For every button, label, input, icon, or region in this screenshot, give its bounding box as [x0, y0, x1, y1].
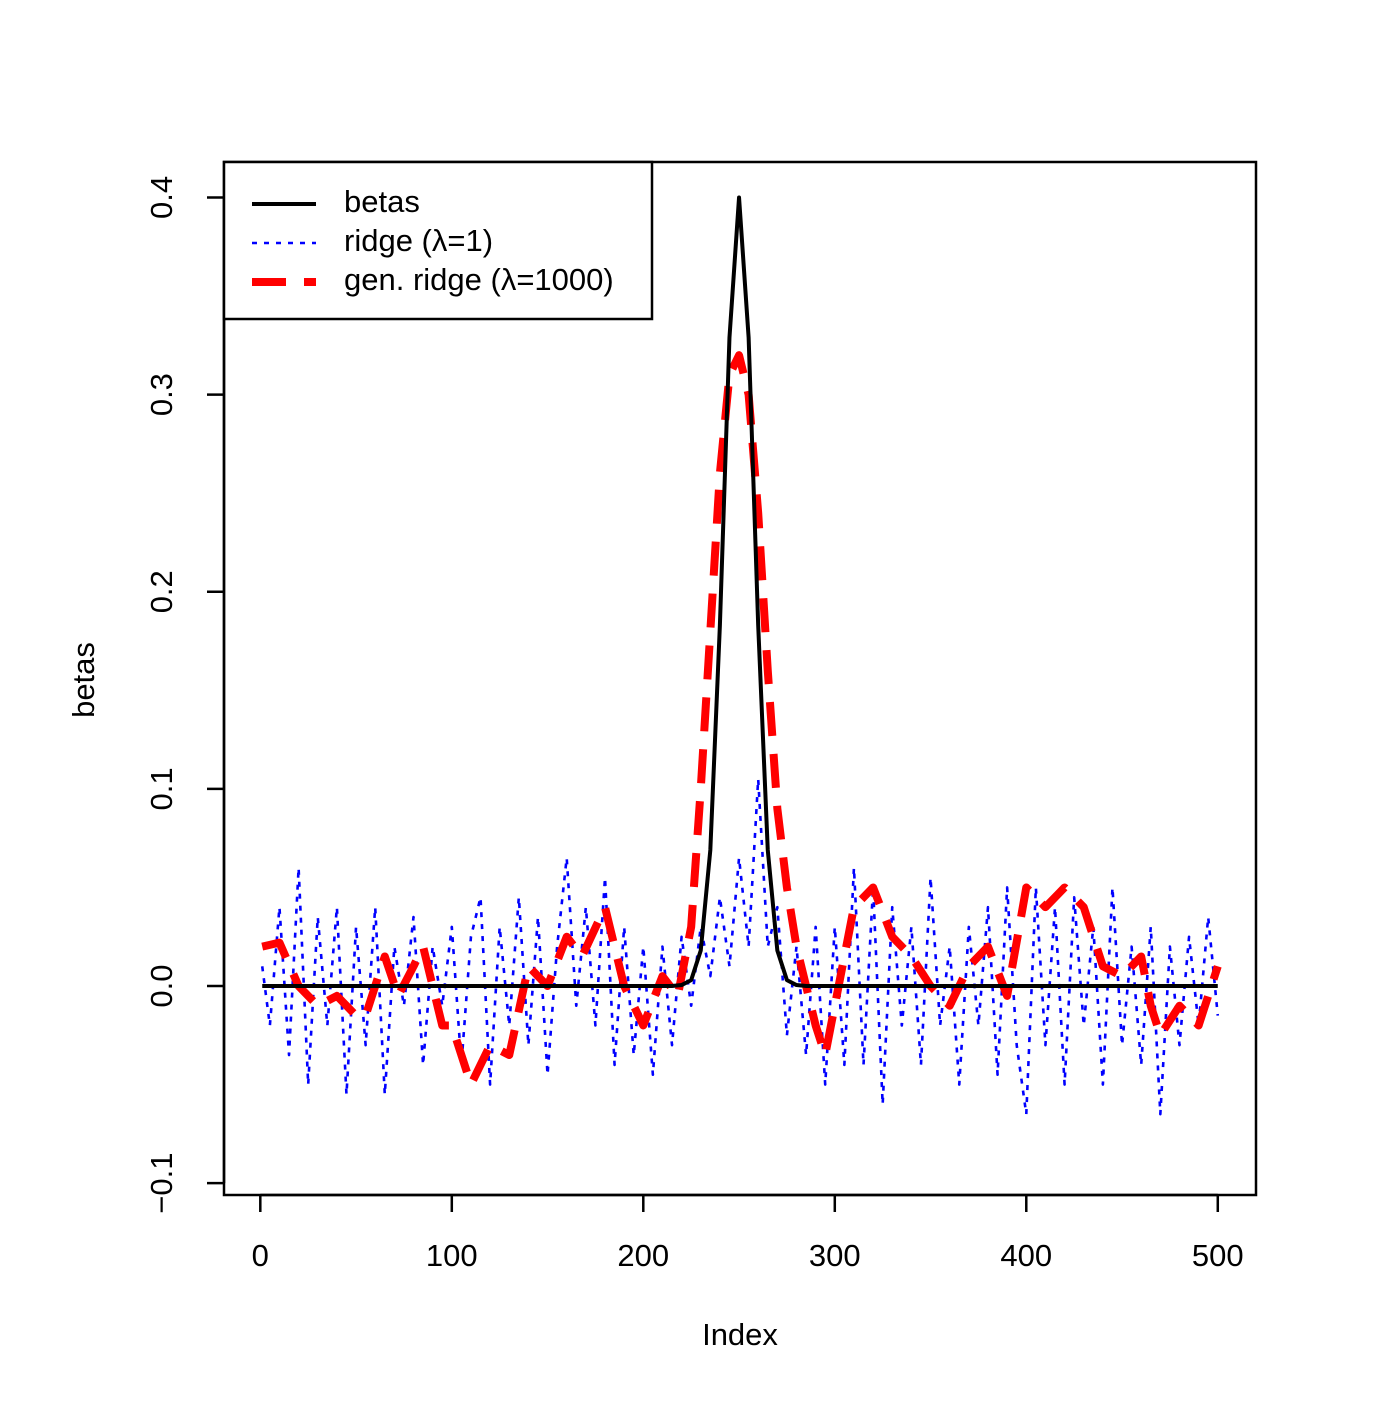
legend-box [222, 160, 654, 321]
series-line [261, 351, 1222, 1089]
y-tick-label: −0.1 [144, 1153, 179, 1214]
y-tick-label: 0.1 [144, 767, 179, 810]
x-tick-label: 300 [809, 1238, 861, 1273]
x-tick-label: 400 [1000, 1238, 1052, 1273]
y-axis-label: betas [66, 642, 101, 718]
plot-frame [222, 160, 1258, 1197]
series-line [262, 195, 1218, 989]
y-tick-label: 0.3 [144, 373, 179, 416]
y-tick-label: 0.0 [144, 964, 179, 1007]
y-tick-label: 0.4 [144, 176, 179, 219]
x-tick-label: 200 [617, 1238, 669, 1273]
x-axis-label: Index [702, 1317, 778, 1352]
legend-label: betas [344, 184, 420, 219]
x-tick-label: 500 [1192, 1238, 1244, 1273]
legend-label: gen. ridge (λ=1000) [344, 262, 614, 297]
y-tick-label: 0.2 [144, 570, 179, 613]
x-tick-label: 0 [252, 1238, 269, 1273]
legend-label: ridge (λ=1) [344, 223, 493, 258]
x-tick-label: 100 [426, 1238, 478, 1273]
